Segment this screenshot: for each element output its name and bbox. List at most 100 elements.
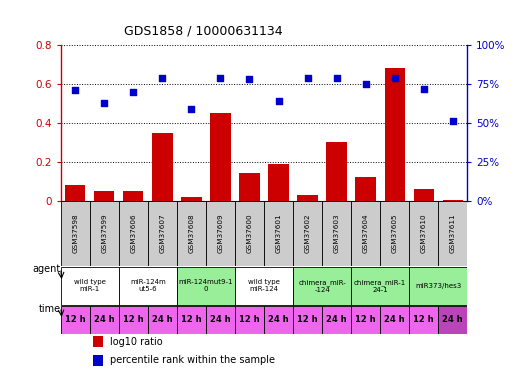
Text: GSM37606: GSM37606: [130, 214, 136, 253]
Bar: [442, 200, 463, 201]
Bar: [293, 306, 322, 334]
Bar: [181, 197, 202, 201]
Text: GSM37598: GSM37598: [72, 214, 78, 253]
Bar: [235, 267, 293, 305]
Bar: [61, 201, 90, 266]
Bar: [409, 306, 438, 334]
Point: [333, 75, 341, 81]
Text: GSM37604: GSM37604: [363, 214, 369, 253]
Text: agent: agent: [32, 264, 61, 274]
Text: miR-124mut9-1
0: miR-124mut9-1 0: [178, 279, 233, 292]
Bar: [384, 68, 405, 201]
Text: 24 h: 24 h: [210, 315, 231, 324]
Bar: [61, 267, 119, 305]
Text: chimera_miR-
-124: chimera_miR- -124: [298, 279, 346, 293]
Bar: [380, 306, 409, 334]
Bar: [413, 189, 434, 201]
Bar: [148, 201, 177, 266]
Text: 12 h: 12 h: [297, 315, 318, 324]
Bar: [152, 132, 173, 201]
Bar: [268, 164, 289, 201]
Text: GSM37603: GSM37603: [334, 214, 340, 253]
Text: time: time: [39, 304, 61, 314]
Text: GSM37607: GSM37607: [159, 214, 165, 253]
Text: GSM37601: GSM37601: [276, 214, 281, 253]
Bar: [239, 173, 260, 201]
Bar: [297, 195, 318, 201]
Text: GSM37610: GSM37610: [421, 214, 427, 253]
Text: GDS1858 / 10000631134: GDS1858 / 10000631134: [124, 24, 282, 38]
Text: GSM37609: GSM37609: [218, 214, 223, 253]
Point: [449, 118, 457, 124]
Bar: [119, 201, 148, 266]
Bar: [235, 201, 264, 266]
Bar: [94, 191, 115, 201]
Bar: [409, 201, 438, 266]
Point: [158, 75, 167, 81]
Point: [100, 100, 109, 106]
Text: GSM37600: GSM37600: [247, 214, 252, 253]
Point: [391, 75, 399, 81]
Bar: [93, 336, 103, 347]
Text: wild type
miR-1: wild type miR-1: [74, 279, 106, 292]
Text: GSM37605: GSM37605: [392, 214, 398, 253]
Text: GSM37608: GSM37608: [188, 214, 194, 253]
Text: 24 h: 24 h: [326, 315, 347, 324]
Bar: [123, 191, 144, 201]
Bar: [210, 113, 231, 201]
Bar: [380, 201, 409, 266]
Bar: [351, 267, 409, 305]
Point: [303, 75, 312, 81]
Bar: [65, 185, 86, 201]
Bar: [61, 306, 90, 334]
Bar: [293, 201, 322, 266]
Text: GSM37611: GSM37611: [450, 214, 456, 253]
Bar: [355, 177, 376, 201]
Text: 24 h: 24 h: [442, 315, 463, 324]
Bar: [119, 306, 148, 334]
Bar: [235, 306, 264, 334]
Text: 12 h: 12 h: [123, 315, 144, 324]
Text: miR373/hes3: miR373/hes3: [415, 283, 461, 289]
Bar: [438, 201, 467, 266]
Text: 24 h: 24 h: [94, 315, 115, 324]
Bar: [409, 267, 467, 305]
Text: percentile rank within the sample: percentile rank within the sample: [109, 356, 275, 365]
Bar: [293, 267, 351, 305]
Bar: [177, 306, 206, 334]
Bar: [438, 306, 467, 334]
Point: [187, 106, 196, 112]
Bar: [326, 142, 347, 201]
Bar: [322, 306, 351, 334]
Text: wild type
miR-124: wild type miR-124: [248, 279, 280, 292]
Text: chimera_miR-1
24-1: chimera_miR-1 24-1: [354, 279, 406, 293]
Bar: [351, 201, 380, 266]
Text: 12 h: 12 h: [355, 315, 376, 324]
Bar: [90, 201, 119, 266]
Point: [275, 98, 283, 104]
Text: 12 h: 12 h: [181, 315, 202, 324]
Text: GSM37602: GSM37602: [305, 214, 310, 253]
Point: [361, 81, 370, 87]
Bar: [322, 201, 351, 266]
Bar: [351, 306, 380, 334]
Point: [129, 89, 138, 95]
Text: log10 ratio: log10 ratio: [109, 337, 162, 346]
Bar: [206, 306, 235, 334]
Bar: [93, 355, 103, 366]
Text: 12 h: 12 h: [239, 315, 260, 324]
Bar: [177, 267, 235, 305]
Text: 24 h: 24 h: [152, 315, 173, 324]
Text: 12 h: 12 h: [65, 315, 86, 324]
Point: [420, 86, 428, 92]
Text: 12 h: 12 h: [413, 315, 434, 324]
Bar: [264, 306, 293, 334]
Bar: [264, 201, 293, 266]
Text: GSM37599: GSM37599: [101, 214, 107, 253]
Point: [216, 75, 225, 81]
Point: [245, 76, 254, 82]
Bar: [177, 201, 206, 266]
Text: miR-124m
ut5-6: miR-124m ut5-6: [130, 279, 166, 292]
Bar: [90, 306, 119, 334]
Text: 24 h: 24 h: [384, 315, 405, 324]
